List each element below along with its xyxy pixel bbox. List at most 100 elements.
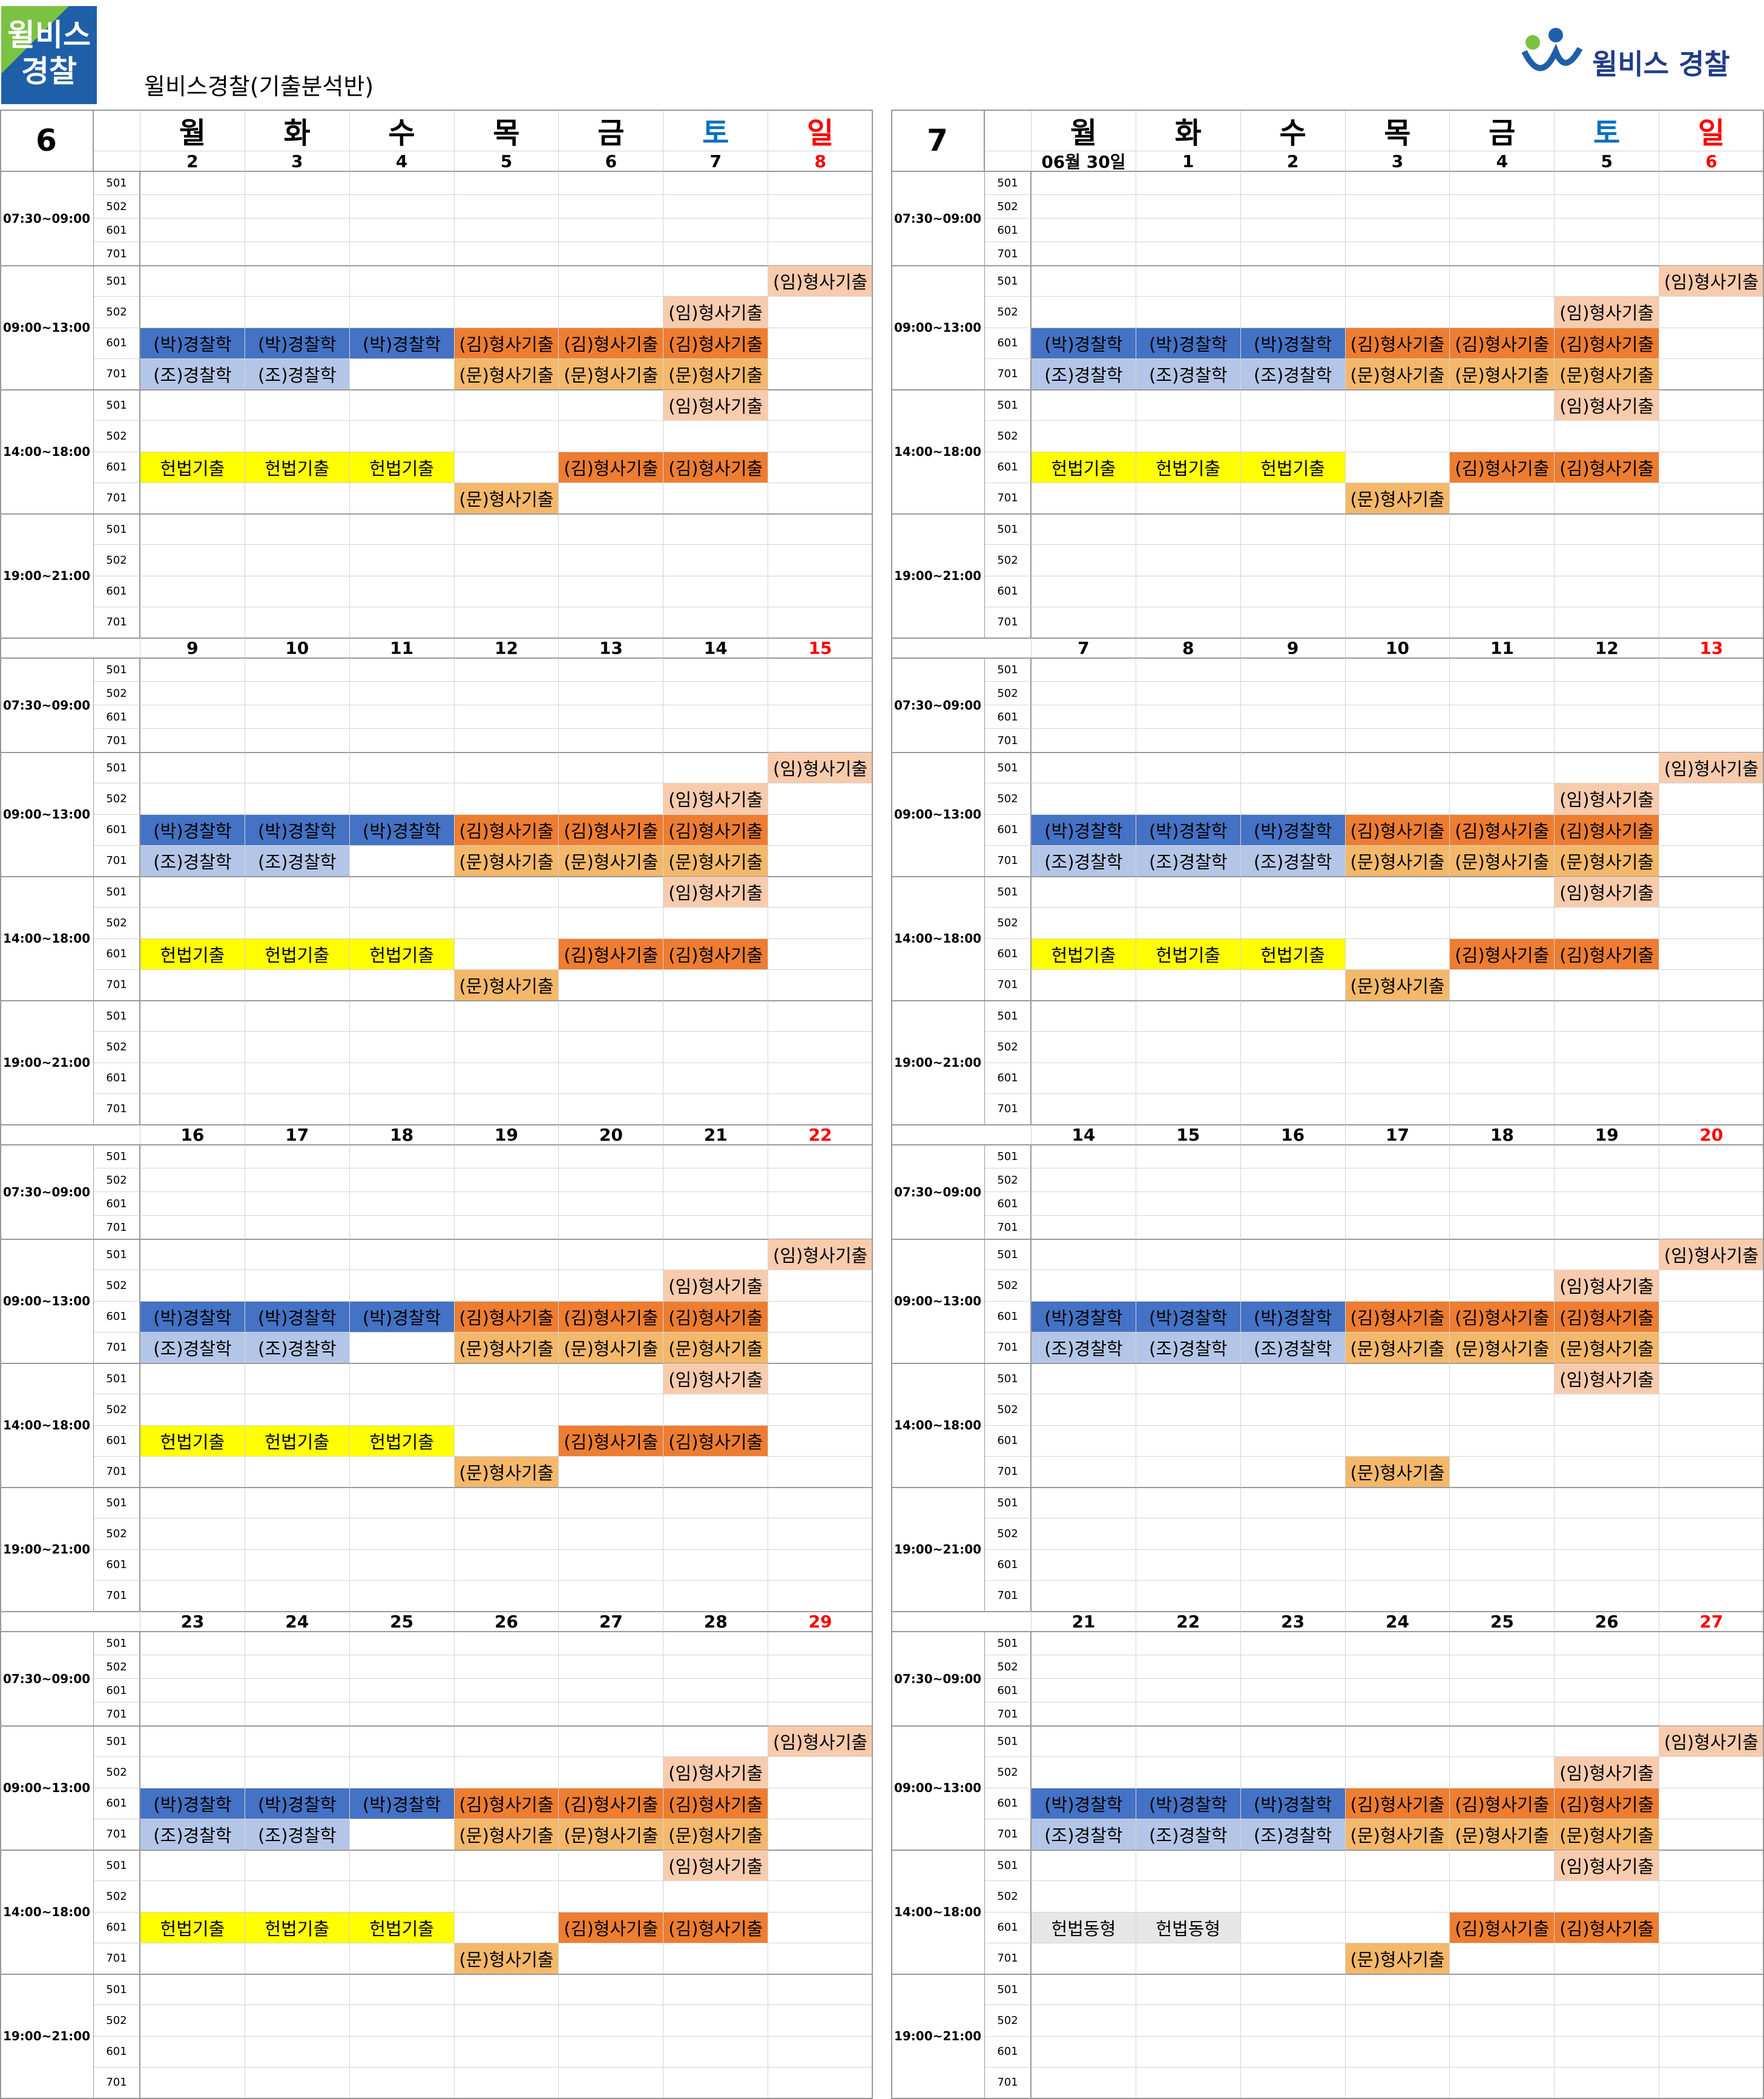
empty-cell bbox=[1032, 2036, 1136, 2068]
empty-cell bbox=[559, 1270, 664, 1302]
room: 701 bbox=[94, 483, 140, 514]
class-cell: (김)형사기출 bbox=[1555, 1301, 1660, 1333]
empty-cell bbox=[454, 421, 559, 452]
empty-cell bbox=[1136, 729, 1241, 753]
empty-cell bbox=[349, 1032, 455, 1063]
empty-cell bbox=[1659, 705, 1764, 729]
empty-cell bbox=[1136, 1063, 1241, 1094]
empty-cell bbox=[245, 1093, 350, 1125]
empty-cell bbox=[349, 1518, 455, 1550]
date: 10 bbox=[245, 638, 350, 658]
empty-cell bbox=[559, 783, 664, 815]
class-cell: (조)경찰학 bbox=[1136, 1819, 1241, 1850]
empty-cell bbox=[349, 1093, 455, 1125]
class-cell: 헌법기출 bbox=[245, 1425, 350, 1457]
class-cell: (김)형사기출 bbox=[663, 1788, 769, 1819]
divider bbox=[0, 1974, 873, 1975]
empty-cell bbox=[1555, 1679, 1660, 1702]
weekday: 화 bbox=[245, 110, 350, 151]
date: 6 bbox=[1659, 151, 1764, 171]
empty-cell bbox=[1345, 390, 1450, 421]
empty-cell bbox=[1240, 1549, 1346, 1581]
empty-cell bbox=[1659, 1702, 1764, 1726]
empty-cell bbox=[1450, 1001, 1555, 1032]
empty-cell bbox=[663, 1001, 769, 1032]
class-cell: (문)형사기출 bbox=[454, 1819, 559, 1850]
class-cell: (문)형사기출 bbox=[1345, 483, 1450, 514]
empty-cell bbox=[559, 1632, 664, 1655]
empty-cell bbox=[768, 1632, 873, 1655]
room: 701 bbox=[985, 1702, 1032, 1726]
room: 701 bbox=[94, 729, 140, 753]
empty-cell bbox=[663, 483, 769, 514]
empty-cell bbox=[1555, 1726, 1660, 1758]
room: 701 bbox=[94, 2067, 140, 2098]
empty-cell bbox=[1450, 1943, 1555, 1974]
class-cell: 헌법기출 bbox=[140, 452, 245, 483]
class-cell: (문)형사기출 bbox=[454, 969, 559, 1001]
class-cell: (임)형사기출 bbox=[768, 1726, 873, 1758]
empty-cell bbox=[663, 2036, 769, 2068]
class-cell: 헌법기출 bbox=[1240, 452, 1346, 483]
empty-cell bbox=[454, 452, 559, 483]
room: 601 bbox=[94, 1549, 140, 1581]
empty-cell bbox=[768, 1301, 873, 1333]
empty-cell bbox=[245, 576, 350, 607]
empty-cell bbox=[245, 1216, 350, 1239]
room: 701 bbox=[985, 1332, 1032, 1363]
empty-cell bbox=[663, 1145, 769, 1168]
time-slot: 09:00~13:00 bbox=[891, 1239, 985, 1363]
empty-cell bbox=[1240, 877, 1346, 908]
time-slot: 14:00~18:00 bbox=[891, 1850, 985, 1974]
empty-cell bbox=[1555, 1093, 1660, 1125]
empty-cell bbox=[1136, 1580, 1241, 1612]
room: 502 bbox=[94, 297, 140, 328]
empty-cell bbox=[140, 1679, 245, 1702]
divider bbox=[891, 1239, 1764, 1240]
empty-cell bbox=[1136, 658, 1241, 682]
empty-cell bbox=[1659, 1145, 1764, 1168]
empty-cell bbox=[140, 1145, 245, 1168]
empty-cell bbox=[1450, 2067, 1555, 2098]
empty-cell bbox=[1555, 1580, 1660, 1612]
room: 501 bbox=[985, 1363, 1032, 1395]
empty-cell bbox=[1450, 1394, 1555, 1426]
empty-cell bbox=[140, 1632, 245, 1655]
room: 501 bbox=[94, 753, 140, 784]
empty-cell bbox=[1555, 266, 1660, 297]
room: 502 bbox=[94, 545, 140, 576]
empty-cell bbox=[1450, 266, 1555, 297]
class-cell: (김)형사기출 bbox=[454, 1788, 559, 1819]
class-cell: (박)경찰학 bbox=[1240, 1788, 1346, 1819]
empty-cell bbox=[559, 607, 664, 638]
empty-cell bbox=[1345, 908, 1450, 939]
empty-cell bbox=[245, 753, 350, 784]
empty-cell bbox=[768, 1757, 873, 1788]
empty-cell bbox=[559, 1216, 664, 1239]
empty-cell bbox=[1032, 1702, 1136, 1726]
empty-cell bbox=[559, 658, 664, 682]
empty-cell bbox=[1659, 1032, 1764, 1063]
room: 601 bbox=[94, 452, 140, 483]
empty-cell bbox=[1240, 607, 1346, 638]
empty-cell bbox=[1136, 2036, 1241, 2068]
empty-cell bbox=[1240, 297, 1346, 328]
empty-cell bbox=[1555, 1881, 1660, 1913]
room: 601 bbox=[985, 938, 1032, 970]
empty-cell bbox=[454, 1655, 559, 1679]
empty-cell bbox=[1555, 545, 1660, 576]
date: 24 bbox=[245, 1612, 350, 1632]
divider bbox=[891, 1974, 1764, 1975]
weekday: 화 bbox=[1136, 110, 1241, 151]
class-cell: (조)경찰학 bbox=[245, 845, 350, 877]
empty-cell bbox=[1555, 705, 1660, 729]
empty-cell bbox=[1450, 1192, 1555, 1216]
empty-cell bbox=[768, 171, 873, 195]
empty-cell bbox=[1136, 1881, 1241, 1913]
empty-cell bbox=[1659, 1881, 1764, 1913]
empty-cell bbox=[768, 483, 873, 514]
empty-cell bbox=[1032, 1881, 1136, 1913]
empty-cell bbox=[1032, 1850, 1136, 1882]
divider bbox=[0, 513, 873, 515]
date-blank bbox=[891, 1125, 1032, 1145]
